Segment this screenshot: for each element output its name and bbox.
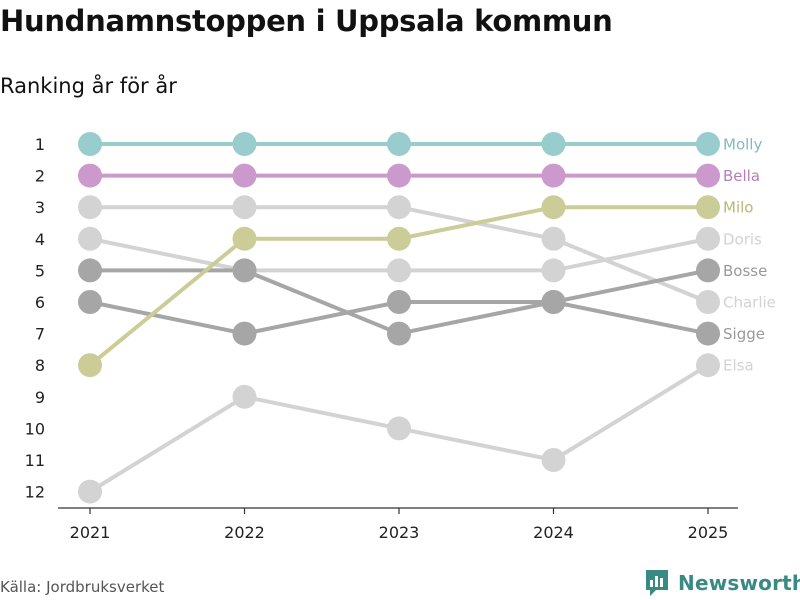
point-doris-2025 (696, 226, 720, 251)
point-milo-2025 (696, 195, 720, 220)
point-charlie-2021 (78, 195, 102, 220)
ranking-chart: 2021 2022 2023 2024 2025123456789101112ElsaD… (25, 132, 776, 542)
y-tick-label-2: 2 (35, 167, 45, 186)
x-tick-label-2023: 2023 (379, 523, 420, 542)
chart-subtitle: Ranking år för år (0, 74, 177, 98)
point-bella-2023 (387, 163, 411, 188)
point-milo-2023 (387, 226, 411, 251)
point-molly-2021 (78, 132, 102, 156)
series-label-molly: Molly (723, 136, 762, 154)
y-tick-label-1: 1 (35, 135, 45, 154)
x-tick-label-2024: 2024 (533, 523, 574, 542)
point-elsa-2021 (78, 479, 102, 504)
point-sigge-2023 (387, 321, 411, 346)
y-tick-label-6: 6 (35, 293, 45, 312)
point-bella-2022 (232, 163, 257, 188)
point-molly-2023 (387, 132, 411, 156)
source-note: Källa: Jordbruksverket (0, 578, 165, 596)
point-bosse-2025 (696, 258, 720, 283)
y-tick-label-9: 9 (35, 388, 45, 407)
point-doris-2023 (387, 258, 411, 283)
series-label-doris: Doris (723, 230, 762, 248)
point-sigge-2025 (696, 321, 720, 346)
x-tick-label-2025: 2025 (688, 523, 729, 542)
point-elsa-2025 (696, 353, 720, 378)
series-label-bosse: Bosse (723, 262, 767, 280)
y-tick-label-5: 5 (35, 261, 45, 280)
y-tick-label-7: 7 (35, 325, 45, 344)
y-tick-label-4: 4 (35, 230, 45, 249)
y-tick-label-10: 10 (25, 419, 45, 438)
brand-logo: Newsworthy (644, 568, 800, 598)
point-charlie-2022 (232, 195, 257, 220)
point-milo-2022 (232, 226, 257, 251)
point-elsa-2022 (232, 384, 257, 409)
point-charlie-2024 (541, 226, 566, 251)
brand-name: Newsworthy (678, 571, 800, 595)
x-tick-label-2022: 2022 (224, 523, 265, 542)
x-tick-label-2021: 2021 (70, 523, 111, 542)
y-tick-label-11: 11 (25, 451, 45, 470)
series-label-milo: Milo (723, 199, 753, 217)
point-bella-2021 (78, 163, 102, 188)
y-tick-label-12: 12 (25, 483, 45, 502)
point-doris-2021 (78, 226, 102, 251)
point-charlie-2025 (696, 290, 720, 314)
point-bosse-2021 (78, 290, 102, 314)
point-milo-2021 (78, 353, 102, 378)
point-sigge-2022 (232, 258, 257, 283)
point-milo-2024 (541, 195, 566, 220)
point-molly-2025 (696, 132, 720, 156)
point-molly-2022 (232, 132, 257, 156)
series-label-bella: Bella (723, 167, 760, 185)
series-label-elsa: Elsa (723, 357, 754, 375)
series-label-charlie: Charlie (723, 294, 776, 312)
point-elsa-2024 (541, 448, 566, 472)
newsworthy-icon (646, 570, 668, 596)
point-bella-2025 (696, 163, 720, 188)
series-label-sigge: Sigge (723, 325, 765, 343)
point-bosse-2023 (387, 290, 411, 314)
point-bella-2024 (541, 163, 566, 188)
y-tick-label-8: 8 (35, 356, 45, 375)
page-title: Hundnamnstoppen i Uppsala kommun (0, 4, 613, 38)
point-bosse-2022 (232, 321, 257, 346)
point-charlie-2023 (387, 195, 411, 220)
point-elsa-2023 (387, 416, 411, 441)
point-molly-2024 (541, 132, 566, 156)
point-doris-2024 (541, 258, 566, 283)
y-tick-label-3: 3 (35, 198, 45, 217)
point-sigge-2021 (78, 258, 102, 283)
point-sigge-2024 (541, 290, 566, 314)
